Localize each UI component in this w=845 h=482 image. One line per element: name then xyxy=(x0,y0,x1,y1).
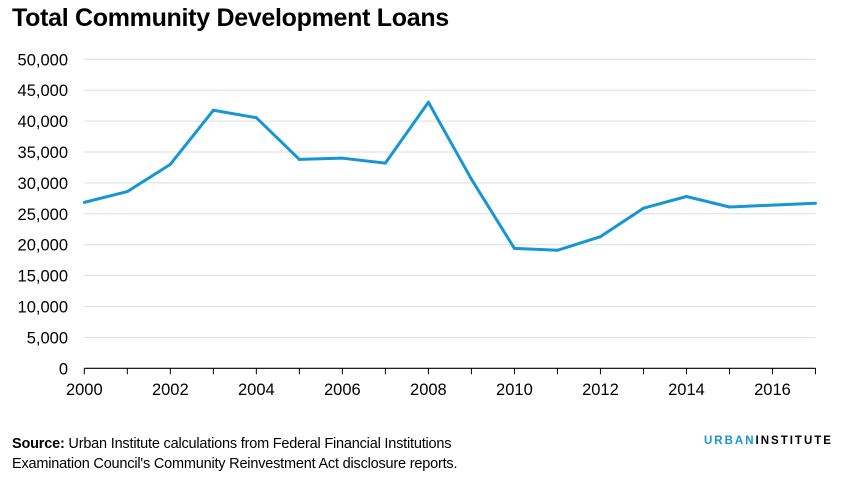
source-note: Source: Urban Institute calculations fro… xyxy=(12,434,457,474)
data-point xyxy=(125,190,129,194)
source-label: Source: xyxy=(12,436,65,452)
y-tick-label: 30,000 xyxy=(18,175,68,193)
x-tick-label: 2014 xyxy=(668,381,705,399)
x-tick-label: 2016 xyxy=(754,381,791,399)
data-point xyxy=(426,100,430,104)
data-point xyxy=(684,194,688,198)
x-tick-label: 2010 xyxy=(496,381,533,399)
data-point xyxy=(641,206,645,210)
y-tick-label: 35,000 xyxy=(18,144,68,162)
data-point xyxy=(555,248,559,252)
y-tick-label: 40,000 xyxy=(18,113,68,131)
line-chart: 0 5,000 10,000 15,000 20,000 25,000 30,000 35,0… xyxy=(18,51,817,399)
y-tick-label: 45,000 xyxy=(18,82,68,100)
data-point xyxy=(770,203,774,207)
data-point xyxy=(211,108,215,112)
x-tick-label: 2012 xyxy=(582,381,619,399)
logo-urban: URBAN xyxy=(704,435,756,447)
urban-institute-logo: URBANINSTITUTE xyxy=(704,435,833,447)
x-tick-label: 2006 xyxy=(324,381,361,399)
x-tick-label: 2000 xyxy=(66,381,103,399)
data-point xyxy=(814,201,817,205)
x-tick-label: 2008 xyxy=(410,381,447,399)
data-point xyxy=(340,156,344,160)
data-point xyxy=(383,161,387,165)
data-point xyxy=(727,205,731,209)
y-tick-label: 0 xyxy=(59,360,68,378)
data-point xyxy=(297,157,301,161)
data-point xyxy=(254,116,258,120)
y-tick-label: 25,000 xyxy=(18,206,68,224)
y-tick-label: 5,000 xyxy=(27,329,68,347)
data-point xyxy=(598,235,602,239)
source-line2: Examination Council's Community Reinvest… xyxy=(12,456,458,472)
data-point xyxy=(82,200,86,204)
data-point xyxy=(512,246,516,250)
y-tick-label: 20,000 xyxy=(18,237,68,255)
x-tick-label: 2004 xyxy=(238,381,275,399)
logo-institute: INSTITUTE xyxy=(755,435,833,447)
y-tick-label: 15,000 xyxy=(18,268,68,286)
source-line1: Urban Institute calculations from Federa… xyxy=(64,436,452,452)
y-tick-label: 50,000 xyxy=(18,51,68,69)
data-point xyxy=(469,177,473,181)
series-line xyxy=(83,100,816,252)
y-tick-label: 10,000 xyxy=(18,299,68,317)
data-point xyxy=(168,162,172,166)
chart-title: Total Community Development Loans xyxy=(12,4,449,32)
x-tick-label: 2002 xyxy=(152,381,189,399)
